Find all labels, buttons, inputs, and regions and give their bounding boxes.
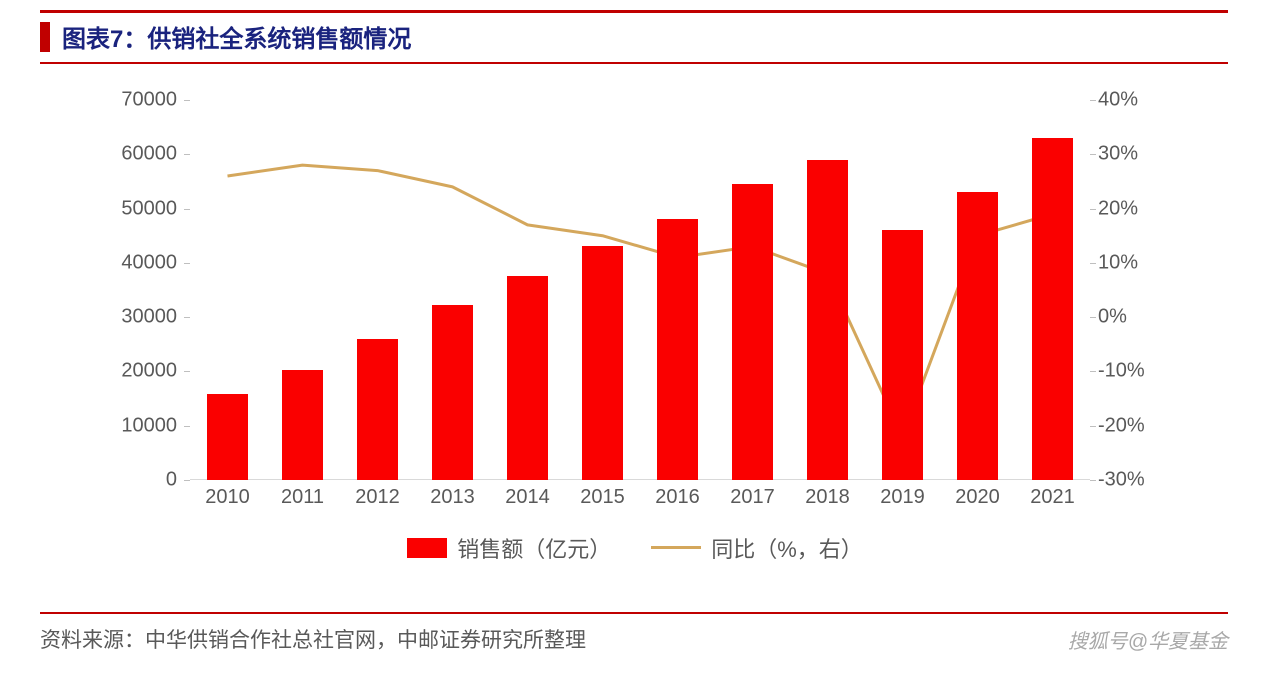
y-left-tick: 40000	[100, 251, 177, 274]
legend-swatch-bar	[407, 538, 447, 558]
bar	[582, 246, 623, 480]
legend-swatch-line	[651, 546, 701, 549]
x-axis: 2010 2011 2012 2013 2014 2015 2016 2017 2018 2019…	[190, 486, 1090, 516]
y-right-tick: 20%	[1098, 197, 1175, 220]
x-tick: 2017	[730, 486, 775, 509]
x-tick: 2015	[580, 486, 625, 509]
source-bar: 资料来源：中华供销合作社总社官网，中邮证券研究所整理 搜狐号@华夏基金	[40, 612, 1228, 654]
bar	[732, 184, 773, 480]
bar	[507, 276, 548, 480]
y-right-tick: 40%	[1098, 89, 1175, 112]
title-accent	[40, 22, 50, 52]
legend-item-line: 同比（%，右）	[651, 532, 863, 564]
y-left-tick: 10000	[100, 414, 177, 437]
source-text: 资料来源：中华供销合作社总社官网，中邮证券研究所整理	[40, 624, 586, 654]
bar	[357, 339, 398, 480]
x-tick: 2014	[505, 486, 550, 509]
x-tick: 2011	[281, 486, 324, 509]
y-right-tick: 0%	[1098, 306, 1175, 329]
x-tick: 2013	[430, 486, 475, 509]
y-left-tick: 70000	[100, 89, 177, 112]
x-tick: 2019	[880, 486, 925, 509]
bar	[882, 230, 923, 480]
legend-label-bar: 销售额（亿元）	[457, 532, 611, 564]
legend-item-bar: 销售额（亿元）	[407, 532, 611, 564]
x-tick: 2010	[205, 486, 250, 509]
y-right-tick: -10%	[1098, 360, 1175, 383]
y-axis-right: -30%-20%-10%0%10%20%30%40%	[1090, 100, 1175, 480]
figure-root: 图表7：供销社全系统销售额情况 0 10000 20000 30000 40000 500…	[0, 0, 1268, 684]
y-left-tick: 0	[100, 469, 177, 492]
bar	[807, 160, 848, 480]
line-series	[228, 165, 1053, 436]
y-right-tick: -30%	[1098, 469, 1175, 492]
y-left-tick: 30000	[100, 306, 177, 329]
line-layer	[190, 100, 1090, 480]
chart-title: 图表7：供销社全系统销售额情况	[62, 19, 411, 54]
watermark: 搜狐号@华夏基金	[1068, 625, 1228, 654]
legend: 销售额（亿元） 同比（%，右）	[100, 525, 1170, 570]
y-axis-left: 010000200003000040000500006000070000	[100, 100, 185, 480]
bar	[957, 192, 998, 480]
y-right-tick: 30%	[1098, 143, 1175, 166]
chart-area: 010000200003000040000500006000070000 -30…	[100, 80, 1170, 570]
x-tick: 2020	[955, 486, 1000, 509]
x-tick: 2012	[355, 486, 400, 509]
legend-label-line: 同比（%，右）	[711, 532, 863, 564]
bar	[432, 305, 473, 480]
bar	[207, 394, 248, 480]
x-tick: 2021	[1030, 486, 1075, 509]
y-left-tick: 20000	[100, 360, 177, 383]
y-left-tick: 60000	[100, 143, 177, 166]
bar	[282, 370, 323, 480]
y-right-tick: -20%	[1098, 414, 1175, 437]
y-left-tick: 50000	[100, 197, 177, 220]
title-bar: 图表7：供销社全系统销售额情况	[40, 10, 1228, 64]
bar	[1032, 138, 1073, 480]
bar	[657, 219, 698, 480]
x-tick: 2018	[805, 486, 850, 509]
x-tick: 2016	[655, 486, 700, 509]
plot-region	[190, 100, 1090, 480]
y-right-tick: 10%	[1098, 251, 1175, 274]
